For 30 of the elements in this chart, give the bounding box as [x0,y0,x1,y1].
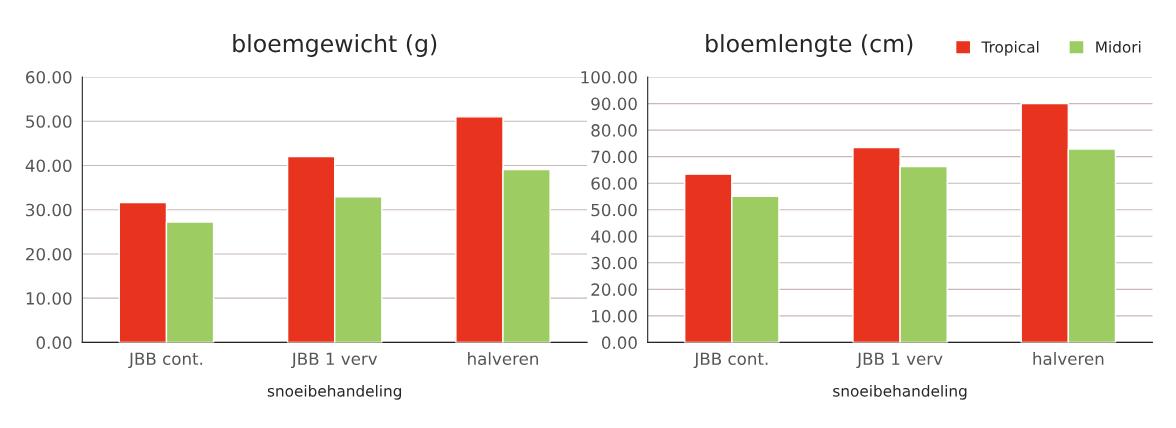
x-axis-title: snoeibehandeling [833,384,967,400]
y-tick-label: 20.00 [26,247,72,261]
y-tick-label: 50.00 [591,203,637,217]
chart-title: bloemgewicht (g) [233,34,437,57]
x-tick-label: halveren [468,352,538,366]
y-tick-label: 70.00 [591,150,637,164]
y-tick-label: 40.00 [591,230,637,243]
y-tick-label: 30.00 [591,256,637,270]
x-tick-label: halveren [1033,352,1104,366]
legend-label: Tropical [981,40,1039,56]
legend-label: Midori [1096,40,1141,53]
y-tick-label: 10.00 [592,309,637,323]
y-tick-label: 90.00 [591,97,637,111]
y-tick-label: 40.00 [25,159,72,173]
y-tick-label: 30.00 [26,203,72,217]
x-axis-title: snoeibehandeling [267,384,402,400]
y-tick-label: 80.00 [591,124,637,137]
y-tick-label: 0.00 [36,336,72,349]
y-tick-label: 0.00 [601,336,637,349]
x-tick-label: JBB cont. [693,352,768,369]
y-tick-label: 20.00 [591,283,637,296]
x-tick-label: JBB 1 verv [290,352,378,369]
x-tick-label: JBB cont. [128,352,203,369]
chart-title: bloemlengte (cm) [706,34,913,57]
y-tick-label: 100.00 [581,71,637,84]
y-tick-label: 50.00 [26,115,72,128]
y-tick-label: 60.00 [26,71,72,84]
y-tick-label: 60.00 [591,177,637,190]
y-tick-label: 10.00 [26,292,72,305]
x-tick-label: JBB 1 verv [856,352,943,369]
